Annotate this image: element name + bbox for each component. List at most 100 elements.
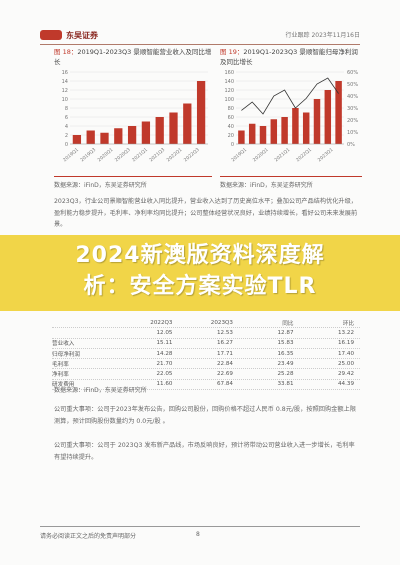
table-cell: 29.42 <box>338 371 355 378</box>
x-tick-label: 2020Q3 <box>114 147 132 163</box>
table-cell: 44.39 <box>338 381 355 388</box>
table-cell: 归母净利润 <box>52 351 80 358</box>
y-tick-label: 160 <box>224 70 234 76</box>
y-tick-label: 100 <box>224 97 234 103</box>
x-tick-label: 2019Q1 <box>230 147 248 163</box>
growth-line <box>241 77 339 115</box>
table-cell: 22.69 <box>216 371 233 378</box>
y-tick-label: 120 <box>224 88 234 94</box>
table-cell: 研发费用 <box>52 382 75 389</box>
figure-right-title-text: 2019Q1-2023Q3 景顺智能归母净利润及同比增长 <box>220 48 358 66</box>
figure-left-number: 图 18： <box>54 48 78 56</box>
table-row: 净利率 22.05 22.69 25.28 29.42 <box>52 369 360 380</box>
bar <box>302 112 310 144</box>
data-table: 2022Q3 2023Q3 同比 环比 12.05 12.53 12.87 13.22 营业收入… <box>52 318 360 391</box>
banner-line-2: 析：安全方案实验TLR <box>83 274 317 299</box>
table-cell: 33.81 <box>277 381 294 388</box>
bar <box>270 119 278 144</box>
y-tick-label: 14 <box>62 79 68 85</box>
x-tick-label: 2021Q1 <box>131 147 149 163</box>
note-paragraph-1: 公司重大事项：公司于2023年发布公告，回购公司股份，回购价格不超过人民币 0.… <box>54 406 356 425</box>
table-cell: 同比 <box>282 320 294 327</box>
table-cell: 21.70 <box>156 360 173 367</box>
figure-right-number: 图 19： <box>220 48 244 56</box>
x-tick-label: 2023Q1 <box>317 147 335 163</box>
page-number: 8 <box>196 531 200 538</box>
table-cell: 环比 <box>342 320 355 327</box>
bar <box>72 135 82 144</box>
y-tick-label: 0 <box>231 142 234 148</box>
logo-mark-icon <box>40 30 62 40</box>
y-tick-label: 12 <box>62 88 68 94</box>
table-cell: 营业收入 <box>52 341 75 348</box>
table-cell: 16.27 <box>216 340 233 347</box>
table-cell: 14.28 <box>156 350 173 357</box>
figure-left-title: 图 18：2019Q1-2023Q3 景顺智能营业收入及同比增长 <box>54 47 212 67</box>
x-tick-label: 2019Q3 <box>79 147 97 163</box>
table-cell: 12.53 <box>216 329 233 336</box>
overlay-banner-text: 2024新澳版资料深度解 析：安全方案实验TLR <box>0 240 400 302</box>
x-tick-label: 2021Q3 <box>148 147 166 163</box>
table-cell: 25.00 <box>338 360 355 367</box>
table-row: 研发费用 11.60 67.84 33.81 44.39 <box>52 380 360 391</box>
y-tick-label: 80 <box>228 106 234 112</box>
table-cell: 16.19 <box>338 340 355 347</box>
x-tick-label: 2020Q1 <box>97 147 115 163</box>
y-tick-label: 10 <box>62 97 68 103</box>
table-cell: 2023Q3 <box>210 319 233 326</box>
bar <box>324 90 332 144</box>
x-tick-label: 2021Q1 <box>273 147 291 163</box>
bar <box>281 117 288 144</box>
bar <box>86 130 95 144</box>
note-paragraph-2: 公司重大事项：公司于 2023Q3 发布新产品线，市场反响良好，预计将带动公司营… <box>54 442 355 461</box>
table-header-row: 2022Q3 2023Q3 同比 环比 <box>52 318 360 329</box>
table-row: 归母净利润 14.28 17.71 16.35 17.40 <box>52 349 360 360</box>
table-cell: 净利率 <box>52 372 69 379</box>
table-source: 数据来源：iFinD，东吴证券研究所 <box>54 387 147 394</box>
table-row: 营业收入 15.11 16.27 15.83 16.19 <box>52 339 360 349</box>
figure-right-divider <box>220 176 362 177</box>
logo-text: 东吴证券 <box>66 30 98 40</box>
bar <box>100 132 109 144</box>
y-tick-label: 40 <box>228 124 234 130</box>
table-row: 12.05 12.53 12.87 13.22 <box>52 328 360 339</box>
footer-disclaimer: 请务必阅读正文之后的免责声明部分 <box>40 533 137 540</box>
footer-divider <box>40 526 360 527</box>
table-cell: 15.11 <box>156 340 173 347</box>
bar <box>169 112 178 144</box>
table-cell: 22.84 <box>216 360 233 367</box>
bar <box>155 117 164 144</box>
y2-tick-label: 50% <box>347 82 358 88</box>
x-tick-label: 2022Q1 <box>295 147 313 163</box>
figure-left-title-text: 2019Q1-2023Q3 景顺智能营业收入及同比增长 <box>54 48 212 66</box>
table-cell: 17.71 <box>216 350 233 357</box>
bar <box>248 123 256 144</box>
table-cell: 2022Q3 <box>150 319 173 326</box>
table-row: 毛利率 21.70 22.84 23.49 25.00 <box>52 359 360 370</box>
body-paragraph: 2023Q3，行业公司景顺智能营业收入同比提升，营业收入达到了历史高位水平；叠加… <box>54 198 358 229</box>
table-cell: 12.87 <box>277 329 294 336</box>
x-tick-label: 2019Q1 <box>62 147 80 163</box>
bar <box>114 128 123 144</box>
y-tick-label: 16 <box>62 70 68 76</box>
table-cell: 67.84 <box>216 381 233 388</box>
bar <box>313 99 321 144</box>
profit-chart: 0 20 40 60 80 100 120 140 160 0% 10% 20% 30% 40% 50% 60… <box>224 70 358 163</box>
y-tick-label: 2 <box>65 133 68 139</box>
y-tick-label: 0 <box>65 142 68 148</box>
banner-line-1: 2024新澳版资料深度解 <box>75 243 325 268</box>
x-tick-label: 2022Q3 <box>183 147 201 163</box>
table-cell: 16.35 <box>277 350 294 357</box>
overlay-banner <box>0 235 400 311</box>
y-tick-label: 6 <box>65 115 68 121</box>
bar <box>127 126 137 144</box>
bar <box>259 126 267 144</box>
y2-tick-label: 30% <box>347 106 358 112</box>
y-tick-label: 20 <box>228 133 234 139</box>
bar <box>196 81 206 144</box>
table-cell: 11.60 <box>156 381 173 388</box>
figure-left-divider <box>54 176 212 177</box>
bar <box>292 108 299 144</box>
